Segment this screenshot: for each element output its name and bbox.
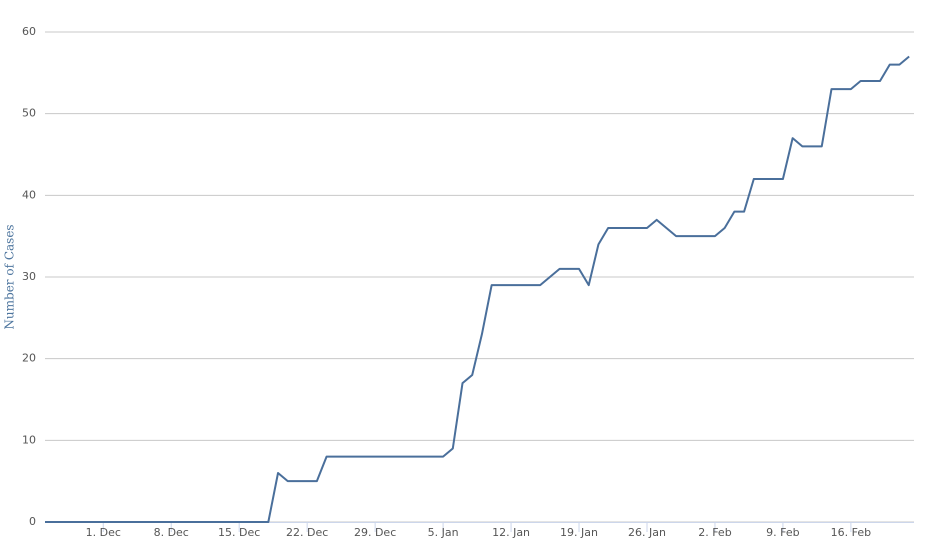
y-tick-label: 10 bbox=[22, 433, 36, 446]
x-tick-label: 5. Jan bbox=[428, 526, 459, 539]
x-tick-label: 16. Feb bbox=[831, 526, 871, 539]
y-tick-label: 50 bbox=[22, 107, 36, 120]
y-tick-label: 30 bbox=[22, 270, 36, 283]
x-tick-label: 26. Jan bbox=[628, 526, 666, 539]
x-tick-label: 22. Dec bbox=[286, 526, 328, 539]
x-tick-label: 19. Jan bbox=[560, 526, 598, 539]
y-tick-label: 40 bbox=[22, 188, 36, 201]
x-tick-label: 8. Dec bbox=[154, 526, 189, 539]
x-tick-label: 12. Jan bbox=[492, 526, 530, 539]
y-tick-label: 20 bbox=[22, 352, 36, 365]
x-tick-label: 9. Feb bbox=[766, 526, 799, 539]
y-axis-label: Number of Cases bbox=[3, 224, 17, 329]
x-tick-label: 29. Dec bbox=[354, 526, 396, 539]
x-tick-label: 1. Dec bbox=[86, 526, 121, 539]
y-tick-label: 60 bbox=[22, 25, 36, 38]
y-tick-label: 0 bbox=[29, 515, 36, 528]
x-tick-label: 15. Dec bbox=[218, 526, 260, 539]
data-line bbox=[45, 55, 910, 523]
x-tick-label: 2. Feb bbox=[698, 526, 731, 539]
